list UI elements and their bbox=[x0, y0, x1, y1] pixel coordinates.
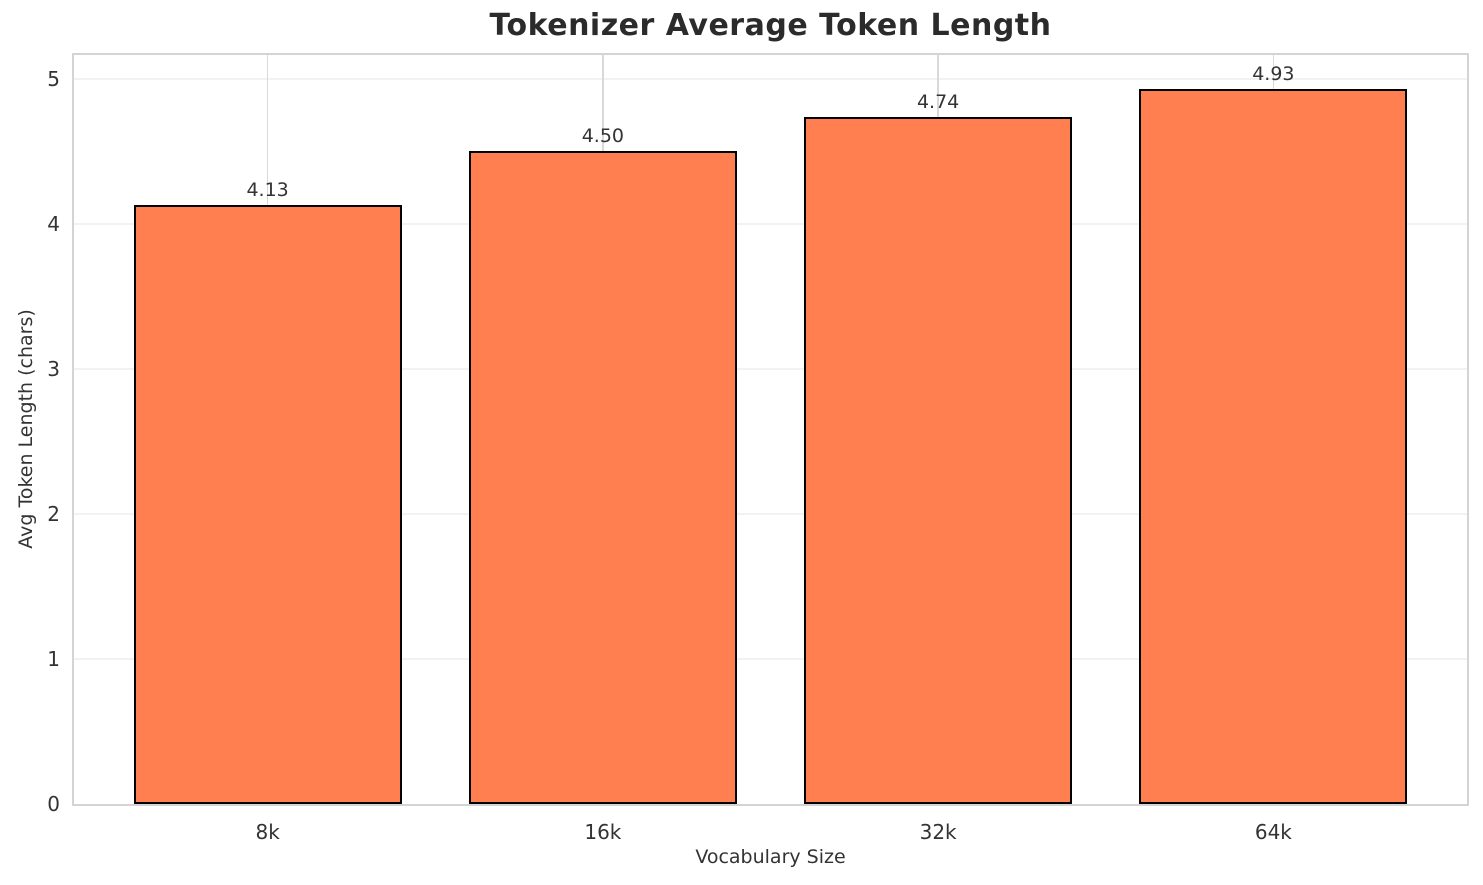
bar-value-label-8k: 4.13 bbox=[246, 179, 289, 202]
bar-value-label-32k: 4.74 bbox=[916, 90, 960, 113]
y-tick-label-5: 5 bbox=[47, 66, 60, 91]
horizontal-gridline-3 bbox=[74, 367, 1467, 370]
horizontal-gridline-1 bbox=[74, 657, 1467, 660]
x-tick-label-32k: 32k bbox=[919, 820, 957, 844]
horizontal-gridline-5 bbox=[74, 77, 1467, 80]
x-tick-label-8k: 8k bbox=[255, 820, 280, 844]
horizontal-gridline-4 bbox=[74, 222, 1467, 225]
y-tick-label-2: 2 bbox=[47, 501, 60, 526]
bar-value-label-16k: 4.50 bbox=[581, 125, 625, 148]
y-tick-label-4: 4 bbox=[47, 211, 60, 236]
bar-32k bbox=[804, 116, 1073, 804]
x-axis-label: Vocabulary Size bbox=[695, 846, 846, 868]
chart-title: Tokenizer Average Token Length bbox=[489, 8, 1052, 43]
y-tick-label-1: 1 bbox=[47, 646, 60, 671]
bar-value-label-64k: 4.93 bbox=[1252, 63, 1295, 86]
x-tick-label-64k: 64k bbox=[1254, 820, 1292, 844]
x-tick-label-16k: 16k bbox=[584, 820, 622, 844]
bar-16k bbox=[468, 151, 737, 804]
horizontal-gridline-2 bbox=[74, 512, 1467, 515]
plot-area: 4.13 4.50 4.74 4.93 bbox=[72, 53, 1469, 806]
bar-64k bbox=[1139, 89, 1408, 804]
y-tick-label-0: 0 bbox=[47, 792, 60, 816]
y-tick-label-3: 3 bbox=[47, 356, 60, 381]
bar-8k bbox=[133, 205, 402, 804]
y-axis-ticks: 0 1 2 3 4 5 bbox=[0, 0, 60, 885]
